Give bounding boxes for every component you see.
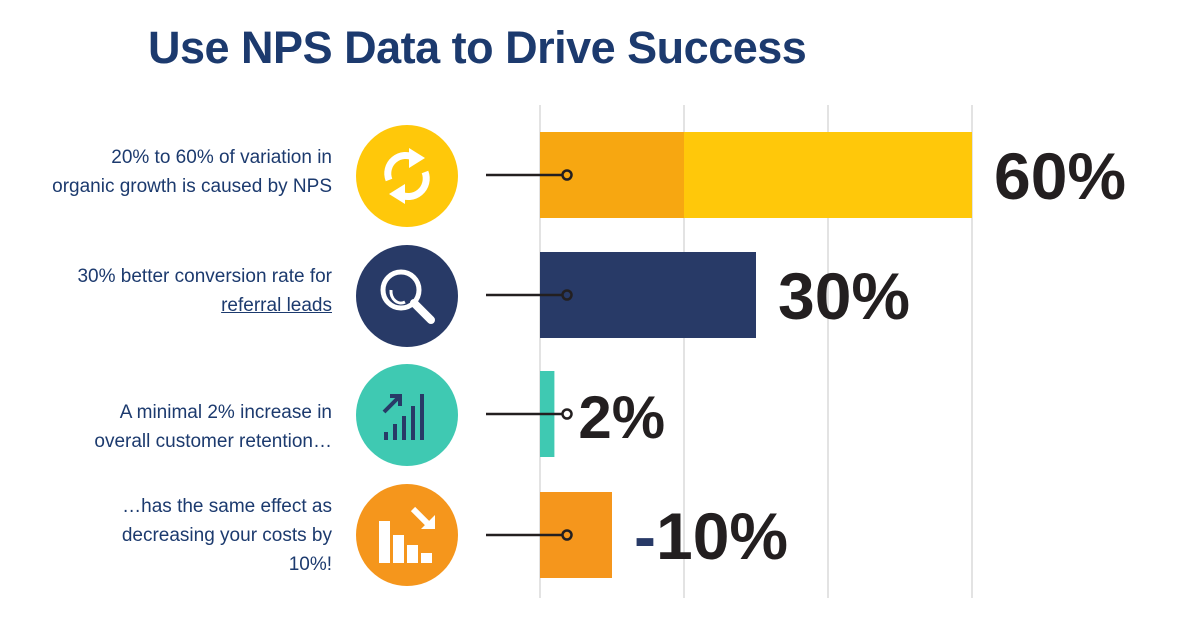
row-label-2: 30% better conversion rate for referral … (12, 262, 332, 320)
connector-dot (561, 408, 573, 420)
bar-range-segment (540, 132, 684, 218)
data-label: -10% (634, 499, 788, 573)
label-line: A minimal 2% increase in (119, 402, 332, 423)
label-line: …has the same effect as (122, 496, 332, 517)
page-title: Use NPS Data to Drive Success (148, 22, 807, 73)
connector-dot (561, 169, 573, 181)
row-label-3: A minimal 2% increase in overall custome… (12, 398, 332, 456)
declining-bars-icon (356, 484, 458, 586)
label-line: 10%! (288, 554, 332, 575)
referral-leads-link[interactable]: referral leads (221, 295, 332, 316)
bar (540, 252, 756, 338)
refresh-icon (356, 125, 458, 227)
connector-dot (561, 289, 573, 301)
label-line: 20% to 60% of variation in (111, 147, 332, 168)
growth-bars-icon (356, 364, 458, 466)
magnifier-icon (356, 245, 458, 347)
data-label: 60% (994, 139, 1126, 213)
minus-sign: - (634, 499, 656, 573)
label-line: overall customer retention… (94, 431, 332, 452)
row-label-1: 20% to 60% of variation in organic growt… (12, 143, 332, 201)
label-line: decreasing your costs by (121, 525, 332, 546)
data-label: 2% (578, 384, 665, 451)
data-label: 30% (778, 259, 910, 333)
label-value: 10% (656, 499, 788, 573)
label-line: organic growth is caused by NPS (52, 176, 332, 197)
row-label-4: …has the same effect as decreasing your … (12, 492, 332, 579)
label-line: 30% better conversion rate for (77, 266, 332, 287)
connector-dot (561, 529, 573, 541)
